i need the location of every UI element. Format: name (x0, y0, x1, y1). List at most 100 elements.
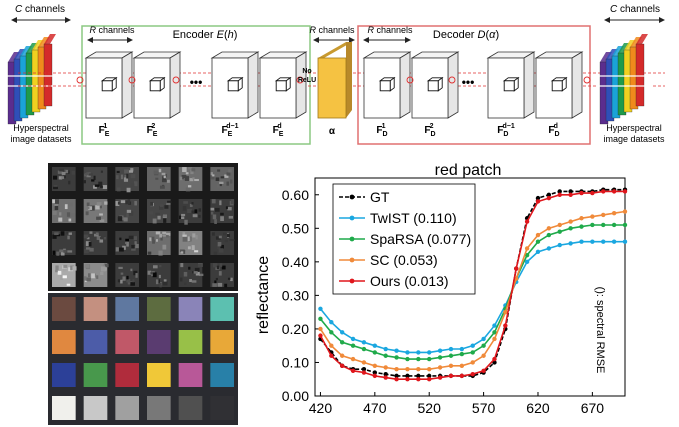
data-point (437, 348, 443, 353)
noise-speck (71, 170, 76, 175)
noise-speck (218, 235, 222, 239)
noise-speck (100, 170, 103, 173)
noise-speck (117, 201, 121, 205)
layer-label: FE1 (99, 123, 110, 138)
layer-label: FDd (548, 123, 559, 138)
filter-cube (551, 80, 563, 92)
noise-speck (134, 201, 137, 206)
decoder-title: Decoder D(α) (433, 29, 499, 41)
noise-speck (183, 250, 186, 254)
noise-speck (185, 172, 189, 175)
layer-label: FD1 (376, 123, 387, 138)
noise-speck (152, 272, 157, 278)
noise-speck (149, 211, 154, 215)
noise-speck (215, 236, 221, 240)
legend-swatch-marker (349, 236, 355, 242)
left-channels-label: C channels (15, 4, 65, 15)
noise-speck (88, 173, 93, 176)
noise-speck (117, 216, 123, 222)
noise-speck (126, 187, 131, 193)
data-point (492, 323, 497, 328)
noise-speck (220, 176, 225, 179)
noise-speck (119, 237, 122, 241)
data-point (535, 232, 541, 238)
filter-cube (275, 80, 287, 92)
data-point (622, 222, 628, 228)
data-point (416, 356, 421, 362)
noise-speck (155, 231, 161, 235)
checker-patch (147, 363, 171, 387)
data-point (546, 226, 552, 231)
noise-speck (100, 271, 104, 275)
data-point (427, 373, 432, 379)
noise-speck (184, 282, 187, 286)
noise-speck (192, 177, 195, 180)
noise-speck (90, 205, 95, 211)
data-point (394, 366, 399, 372)
noise-speck (190, 169, 194, 175)
noise-speck (124, 174, 129, 180)
noise-speck (130, 168, 134, 172)
noise-speck (189, 279, 193, 283)
data-point (339, 363, 345, 369)
checker-patch (210, 363, 234, 387)
data-point (361, 346, 367, 352)
data-point (361, 366, 367, 372)
noise-speck (194, 250, 199, 253)
noise-speck (189, 203, 193, 208)
noise-speck (134, 241, 137, 245)
data-point (350, 336, 356, 342)
flow-marker (128, 76, 136, 84)
noise-speck (122, 245, 126, 250)
data-point (448, 363, 454, 369)
noise-speck (219, 182, 222, 187)
noise-speck (150, 201, 154, 206)
noise-speck (199, 273, 204, 277)
noise-speck (115, 201, 120, 206)
data-point (557, 229, 562, 234)
noise-speck (125, 200, 128, 205)
data-point (405, 366, 410, 372)
noise-speck (220, 244, 224, 249)
color-checker-image (48, 293, 238, 425)
x-tick-label: 670 (581, 400, 605, 416)
noise-speck (99, 213, 103, 216)
noise-speck (162, 173, 168, 178)
stack-slice (635, 43, 645, 107)
noise-speck (162, 214, 168, 217)
checker-patch (83, 363, 108, 387)
noise-speck (93, 185, 97, 189)
chart-title: red patch (435, 162, 502, 179)
noise-speck (135, 273, 138, 278)
noise-speck (159, 204, 164, 207)
input-hyperspectral-stack (5, 34, 61, 125)
noise-speck (227, 277, 231, 280)
noise-speck (52, 250, 56, 255)
data-point (405, 356, 410, 362)
data-point (394, 348, 399, 353)
checker-patch (115, 396, 139, 420)
data-point (622, 239, 628, 244)
data-point (339, 340, 345, 345)
decoder-box (357, 25, 591, 145)
data-point (350, 343, 356, 348)
data-point (470, 350, 475, 355)
noise-speck (191, 280, 197, 283)
noise-speck (119, 271, 122, 276)
data-point (601, 222, 606, 228)
layer-label: FDd−1 (497, 123, 515, 138)
noise-speck (84, 173, 88, 177)
noise-speck (226, 181, 230, 186)
data-point (535, 199, 541, 204)
data-point (611, 211, 617, 216)
checker-patch (178, 396, 203, 420)
alpha-channels-label: R channels (309, 25, 355, 35)
noise-speck (70, 213, 76, 217)
data-point (535, 195, 541, 201)
noise-speck (210, 211, 214, 215)
noise-speck (230, 277, 233, 282)
noise-speck (86, 206, 90, 210)
noise-speck (64, 204, 68, 210)
checker-patch (52, 297, 76, 321)
noise-speck (228, 215, 234, 219)
